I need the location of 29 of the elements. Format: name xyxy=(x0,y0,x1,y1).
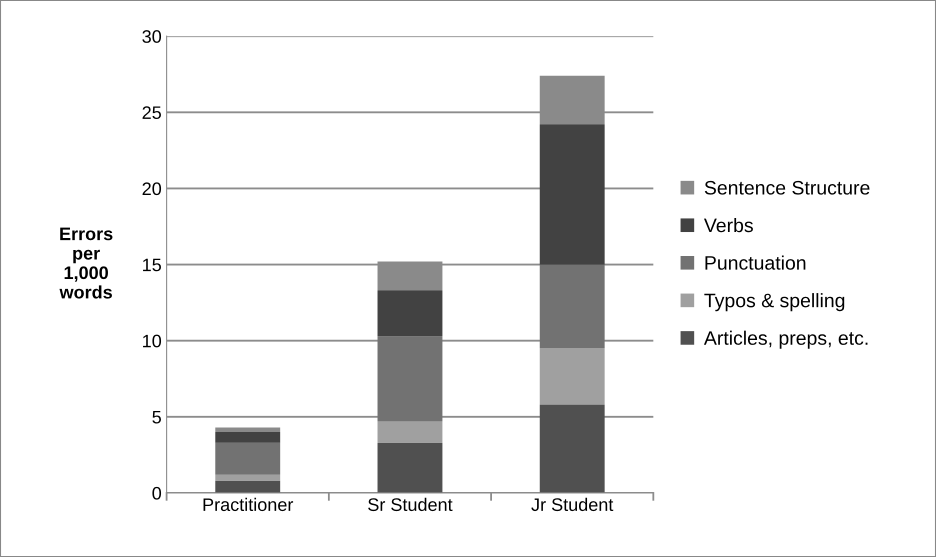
bar xyxy=(540,264,605,348)
bar xyxy=(215,480,280,493)
bar xyxy=(215,442,280,475)
bar xyxy=(215,474,280,481)
y-tick-label: 10 xyxy=(143,334,162,348)
x-tick-label: Sr Student xyxy=(368,498,452,512)
legend-label: Sentence Structure xyxy=(704,180,870,195)
x-tick-label: Practitioner xyxy=(204,498,294,512)
bar xyxy=(378,336,442,422)
bar xyxy=(540,124,605,265)
legend-label: Articles, preps, etc. xyxy=(704,330,868,349)
bar xyxy=(378,421,442,443)
y-axis-title: Errors per 1,000 words xyxy=(59,228,112,299)
y-tick-label: 5 xyxy=(152,410,161,424)
legend-label: Typos & spelling xyxy=(704,293,844,312)
bar xyxy=(215,427,280,432)
x-tick-label: Jr Student xyxy=(531,498,614,512)
legend-label: Verbs xyxy=(704,218,753,232)
legend-label: Punctuation xyxy=(705,256,806,270)
bar xyxy=(378,290,442,336)
y-tick-label: 20 xyxy=(142,182,162,196)
y-tick-label: 30 xyxy=(142,30,162,43)
y-tick-label: 15 xyxy=(143,258,161,272)
bar xyxy=(378,442,442,493)
bar xyxy=(540,348,605,405)
bar xyxy=(215,432,280,443)
y-tick-label: 0 xyxy=(152,486,162,500)
bar xyxy=(540,404,605,493)
y-tick-label: 25 xyxy=(142,106,161,120)
